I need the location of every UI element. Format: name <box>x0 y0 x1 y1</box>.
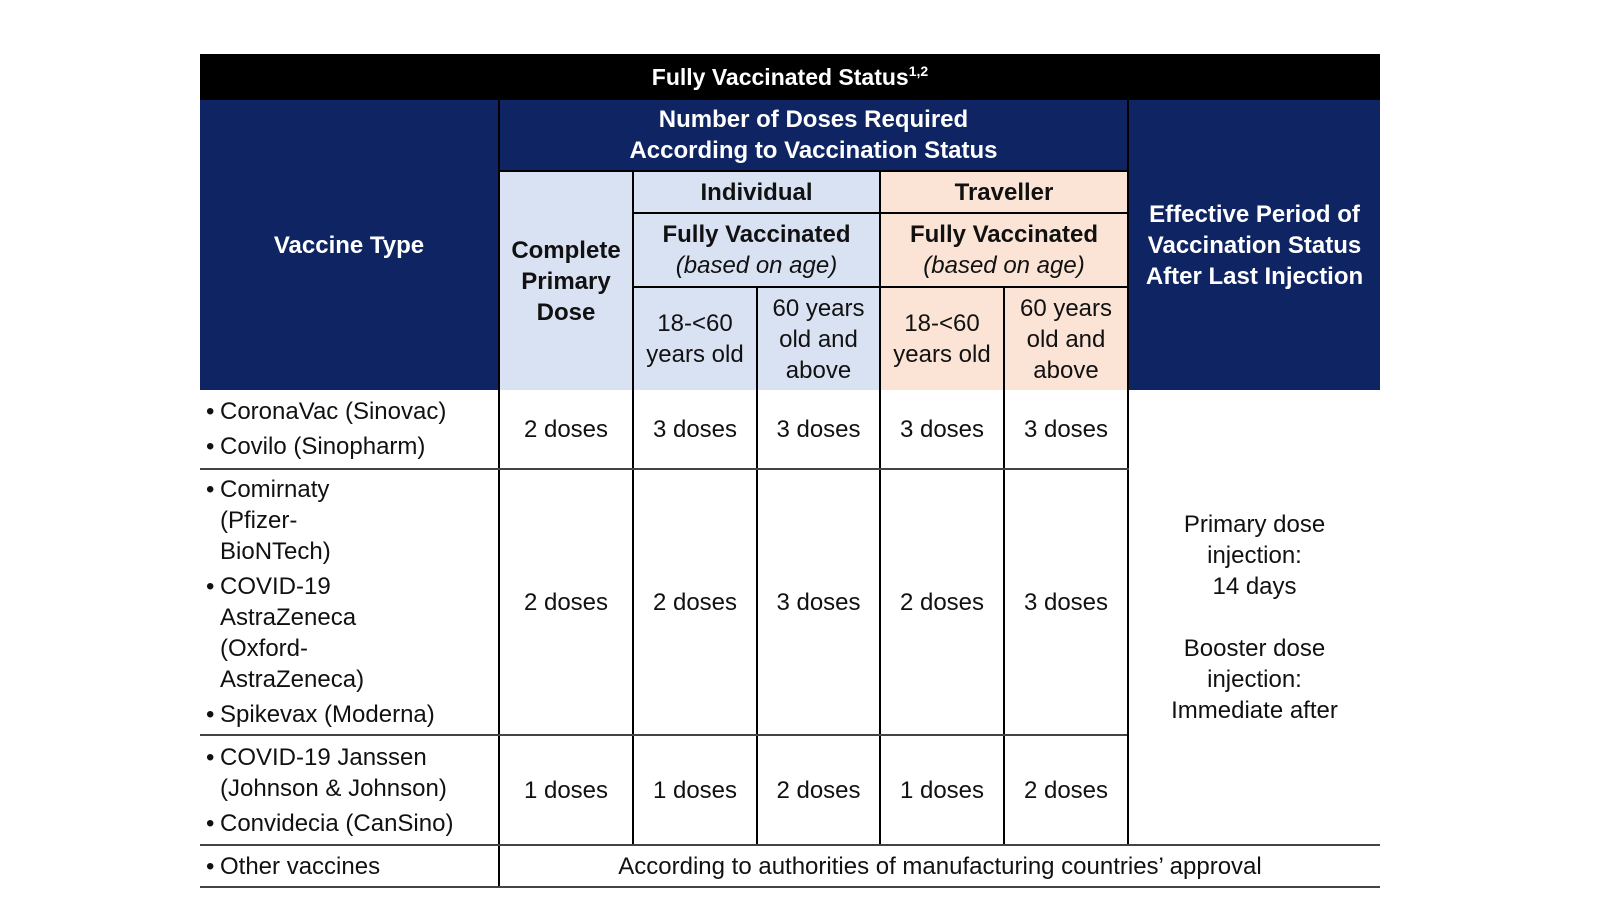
effective-period-cell: Primary dose injection: 14 days Booster … <box>1127 390 1380 846</box>
header-vaccine-type: Vaccine Type <box>200 100 499 390</box>
dose-cell-complete-primary: 2 doses <box>498 390 633 470</box>
effective-booster-line2: injection: <box>1207 665 1302 693</box>
age-60-line2: old and <box>779 325 858 353</box>
effective-booster-line1: Booster dose <box>1183 634 1326 662</box>
list-item: Other vaccines <box>206 851 498 882</box>
header-complete-line2: Primary <box>521 267 611 295</box>
dose-cell-traveller-60-plus: 3 doses <box>1003 390 1128 470</box>
dose-cell-individual-60-plus: 3 doses <box>756 469 880 736</box>
dose-cell-traveller-60-plus: 2 doses <box>1003 735 1128 846</box>
age-18-line1: 18-<60 <box>657 310 733 337</box>
header-effective-line3: After Last Injection <box>1145 262 1364 290</box>
header-traveller-age-18-60: 18-<60 years old <box>879 287 1004 390</box>
header-traveller-fully-vaccinated: Fully Vaccinated (based on age) <box>879 213 1128 288</box>
age-18-line2: years old <box>893 341 991 368</box>
table-title-footnote: 1,2 <box>908 63 929 79</box>
header-doses-required: Number of Doses Required According to Va… <box>498 100 1128 172</box>
header-fully-vaccinated-label: Fully Vaccinated <box>662 221 851 248</box>
header-complete-line3: Dose <box>536 298 596 326</box>
effective-primary-line1: Primary dose <box>1183 510 1326 538</box>
dose-cell-individual-60-plus: 2 doses <box>756 735 880 846</box>
dose-cell-traveller-18-60: 1 doses <box>879 735 1004 846</box>
dose-cell-individual-18-60: 1 doses <box>632 735 757 846</box>
header-fully-vaccinated-label: Fully Vaccinated <box>909 221 1099 248</box>
vaccination-status-sheet: Fully Vaccinated Status1,2 Vaccine Type … <box>200 54 1380 888</box>
dose-cell-individual-60-plus: 3 doses <box>756 390 880 470</box>
age-60-line1: 60 years <box>1019 294 1113 322</box>
vaccine-list: Comirnaty (Pfizer- BioNTech) COVID-19 As… <box>200 469 499 736</box>
header-doses-required-line1: Number of Doses Required <box>658 106 969 133</box>
vaccine-list: Other vaccines <box>200 845 499 888</box>
age-60-line3: above <box>1033 356 1099 384</box>
table-row: COVID-19 Janssen (Johnson & Johnson) Con… <box>200 735 1380 846</box>
list-item: Comirnaty (Pfizer- BioNTech) <box>206 474 340 567</box>
effective-booster-line3: Immediate after <box>1171 696 1338 724</box>
header-traveller: Traveller <box>879 171 1128 214</box>
effective-spacer <box>1129 602 1380 633</box>
header-complete-primary-dose: Complete Primary Dose <box>498 171 633 390</box>
vaccine-list: COVID-19 Janssen (Johnson & Johnson) Con… <box>200 735 499 846</box>
header-effective-line1: Effective Period of <box>1149 200 1360 228</box>
vaccination-status-table: Fully Vaccinated Status1,2 Vaccine Type … <box>200 54 1380 888</box>
header-traveller-age-60-plus: 60 years old and above <box>1003 287 1128 390</box>
dose-cell-complete-primary: 2 doses <box>498 469 633 736</box>
list-item: Covilo (Sinopharm) <box>206 431 498 462</box>
header-effective-period: Effective Period of Vaccination Status A… <box>1127 100 1380 390</box>
table-title: Fully Vaccinated Status1,2 <box>200 54 1380 100</box>
list-item: Convidecia (CanSino) <box>206 808 498 839</box>
list-item: CoronaVac (Sinovac) <box>206 396 498 427</box>
age-60-line3: above <box>785 356 852 384</box>
header-individual-fully-vaccinated: Fully Vaccinated (based on age) <box>632 213 880 288</box>
header-based-on-age: (based on age) <box>923 252 1085 279</box>
dose-cell-complete-primary: 1 doses <box>498 735 633 846</box>
list-item: COVID-19 AstraZeneca (Oxford-AstraZeneca… <box>206 571 450 695</box>
effective-primary-line3: 14 days <box>1212 572 1297 600</box>
dose-cell-individual-18-60: 3 doses <box>632 390 757 470</box>
header-individual-age-18-60: 18-<60 years old <box>632 287 757 390</box>
table-row: Comirnaty (Pfizer- BioNTech) COVID-19 As… <box>200 469 1380 736</box>
age-18-line2: years old <box>646 341 744 368</box>
header-doses-required-line2: According to Vaccination Status <box>629 137 998 164</box>
header-individual-age-60-plus: 60 years old and above <box>756 287 880 390</box>
dose-cell-traveller-18-60: 2 doses <box>879 469 1004 736</box>
age-60-line2: old and <box>1026 325 1106 353</box>
header-individual: Individual <box>632 171 880 214</box>
dose-cell-traveller-60-plus: 3 doses <box>1003 469 1128 736</box>
header-complete-line1: Complete <box>511 236 621 264</box>
header-based-on-age: (based on age) <box>675 252 838 279</box>
header-effective-line2: Vaccination Status <box>1147 231 1362 259</box>
vaccine-list: CoronaVac (Sinovac) Covilo (Sinopharm) <box>200 390 499 470</box>
table-row: CoronaVac (Sinovac) Covilo (Sinopharm) 2… <box>200 390 1380 846</box>
table-row: Other vaccines According to authorities … <box>200 845 1380 888</box>
age-18-line1: 18-<60 <box>904 310 980 337</box>
list-item: COVID-19 Janssen (Johnson & Johnson) <box>206 742 460 804</box>
effective-primary-line2: injection: <box>1207 541 1302 569</box>
dose-cell-individual-18-60: 2 doses <box>632 469 757 736</box>
dose-cell-traveller-18-60: 3 doses <box>879 390 1004 470</box>
other-vaccines-note: According to authorities of manufacturin… <box>498 845 1380 888</box>
table-title-text: Fully Vaccinated Status <box>651 64 909 90</box>
age-60-line1: 60 years <box>772 294 865 322</box>
list-item: Spikevax (Moderna) <box>206 699 498 730</box>
